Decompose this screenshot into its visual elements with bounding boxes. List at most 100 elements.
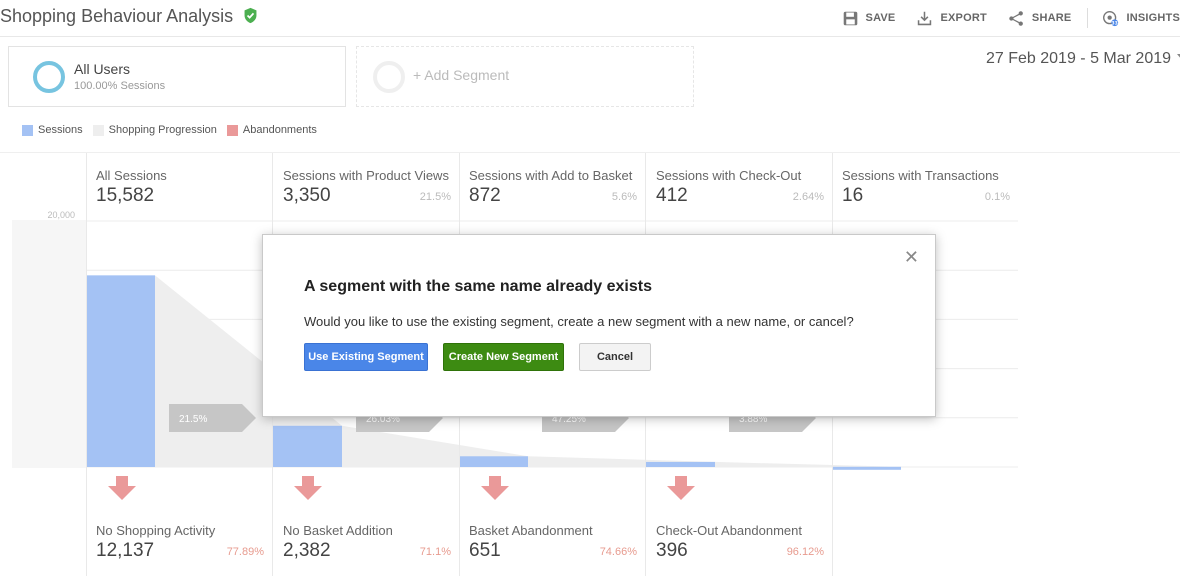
session-bar xyxy=(86,275,155,467)
report-header: Shopping Behaviour Analysis SAVE EXPORT … xyxy=(0,0,1180,37)
date-range-text: 27 Feb 2019 - 5 Mar 2019 xyxy=(986,50,1172,67)
segment-ring-icon xyxy=(33,61,65,93)
svg-text:33: 33 xyxy=(1112,20,1118,26)
stage-value: 872 xyxy=(469,185,501,206)
abandonment-value: 396 xyxy=(656,540,688,561)
stage-pct: 21.5% xyxy=(419,191,451,203)
stage-check-out: Sessions with Check-Out 412 2.64% xyxy=(646,153,832,221)
legend-item-sessions: Sessions xyxy=(22,124,83,136)
export-button[interactable]: EXPORT xyxy=(916,10,987,27)
session-bar xyxy=(459,456,528,467)
y-tick-label: 20,000 xyxy=(47,210,75,220)
chevron-down-icon xyxy=(1177,54,1180,60)
abandonment-arrow-icon xyxy=(294,476,322,500)
dialog-title: A segment with the same name already exi… xyxy=(304,278,652,295)
stage-value: 3,350 xyxy=(283,185,331,206)
insights-button[interactable]: 33 INSIGHTS xyxy=(1102,10,1180,27)
share-label: SHARE xyxy=(1031,12,1072,24)
legend-item-progression: Shopping Progression xyxy=(92,124,217,136)
share-button[interactable]: SHARE xyxy=(1008,10,1072,27)
close-icon[interactable]: ✕ xyxy=(903,247,919,267)
legend-swatch xyxy=(22,124,33,136)
page-title: Shopping Behaviour Analysis xyxy=(0,6,259,27)
stage-value: 16 xyxy=(842,185,864,206)
progression-rate-label: 21.5% xyxy=(179,414,207,425)
stage-transactions: Sessions with Transactions 16 0.1% xyxy=(832,153,1018,221)
session-bar xyxy=(832,466,901,470)
segment-name: All Users xyxy=(74,61,131,77)
legend-item-abandonments: Abandonments xyxy=(226,124,317,136)
legend-label: Sessions xyxy=(38,124,83,136)
add-segment-label: + Add Segment xyxy=(413,67,510,83)
abandonment-name: Basket Abandonment xyxy=(469,523,593,538)
save-icon xyxy=(843,11,857,25)
export-icon xyxy=(918,11,932,25)
segment-sessions-share: 100.00% Sessions xyxy=(74,80,166,92)
progression-area xyxy=(715,461,901,467)
progression-rate-label: 26.03% xyxy=(366,414,400,425)
session-bar xyxy=(646,461,715,467)
stage-name: Sessions with Transactions xyxy=(842,168,999,183)
stage-value: 412 xyxy=(656,185,688,206)
column-divider xyxy=(86,153,87,576)
create-new-segment-button[interactable]: Create New Segment xyxy=(443,343,564,371)
y-axis-band xyxy=(12,221,86,467)
use-existing-segment-button[interactable]: Use Existing Segment xyxy=(304,343,428,371)
abandonment-pct: 77.89% xyxy=(226,546,264,558)
stage-all-sessions: All Sessions 15,582 xyxy=(86,153,272,221)
chart-legend: Sessions Shopping Progression Abandonmen… xyxy=(22,124,317,136)
abandonment-value: 12,137 xyxy=(96,540,155,561)
duplicate-segment-dialog: ✕ A segment with the same name already e… xyxy=(262,234,936,417)
add-segment-button[interactable]: + Add Segment xyxy=(356,46,694,107)
abandonment-basket: Basket Abandonment 651 74.66% xyxy=(459,508,645,576)
abandonment-arrow-icon xyxy=(108,476,136,500)
legend-label: Abandonments xyxy=(242,124,317,136)
report-actions: SAVE EXPORT SHARE 33 INSIGHTS xyxy=(821,8,1180,28)
progression-rate-label: 3.88% xyxy=(739,414,767,425)
abandonment-pct: 96.12% xyxy=(786,546,824,558)
page-title-text: Shopping Behaviour Analysis xyxy=(0,6,234,26)
stage-pct: 5.6% xyxy=(611,191,637,203)
stage-add-to-basket: Sessions with Add to Basket 872 5.6% xyxy=(459,153,645,221)
stage-name: All Sessions xyxy=(96,168,167,183)
abandonment-arrow-icon xyxy=(481,476,509,500)
stage-name: Sessions with Product Views xyxy=(283,168,449,183)
stage-name: Sessions with Check-Out xyxy=(656,168,802,183)
insights-label: INSIGHTS xyxy=(1126,12,1180,24)
abandonment-pct: 71.1% xyxy=(419,546,451,558)
date-range-picker[interactable]: 27 Feb 2019 - 5 Mar 2019 xyxy=(986,50,1180,68)
stage-product-views: Sessions with Product Views 3,350 21.5% xyxy=(273,153,459,221)
abandonment-value: 2,382 xyxy=(283,540,331,561)
insights-icon: 33 xyxy=(1103,10,1119,26)
dialog-message: Would you like to use the existing segme… xyxy=(304,314,854,329)
abandonment-value: 651 xyxy=(469,540,501,561)
save-label: SAVE xyxy=(865,12,896,24)
abandonment-name: No Shopping Activity xyxy=(96,523,216,538)
legend-label: Shopping Progression xyxy=(108,124,217,136)
segment-all-users[interactable]: All Users 100.00% Sessions xyxy=(8,46,346,107)
progression-rate-label: 47.25% xyxy=(552,414,586,425)
legend-swatch xyxy=(92,124,104,136)
stage-value: 15,582 xyxy=(96,185,155,206)
legend-swatch xyxy=(226,124,238,136)
abandonment-no-shopping: No Shopping Activity 12,137 77.89% xyxy=(86,508,272,576)
empty-segment-ring-icon xyxy=(373,61,405,93)
abandonment-pct: 74.66% xyxy=(599,546,637,558)
share-icon xyxy=(1009,10,1023,26)
action-divider xyxy=(1087,8,1089,28)
session-bar xyxy=(273,425,342,467)
abandonment-name: Check-Out Abandonment xyxy=(656,523,802,538)
verified-shield-icon xyxy=(244,7,257,24)
export-label: EXPORT xyxy=(940,12,987,24)
stage-pct: 0.1% xyxy=(984,191,1010,203)
save-button[interactable]: SAVE xyxy=(842,10,896,27)
cancel-button[interactable]: Cancel xyxy=(579,343,651,371)
abandonment-check-out: Check-Out Abandonment 396 96.12% xyxy=(646,508,832,576)
stage-name: Sessions with Add to Basket xyxy=(469,168,633,183)
abandonment-name: No Basket Addition xyxy=(283,523,393,538)
abandonment-no-basket: No Basket Addition 2,382 71.1% xyxy=(273,508,459,576)
funnel-top-divider xyxy=(0,152,1180,153)
abandonment-arrow-icon xyxy=(667,476,695,500)
stage-pct: 2.64% xyxy=(792,191,824,203)
